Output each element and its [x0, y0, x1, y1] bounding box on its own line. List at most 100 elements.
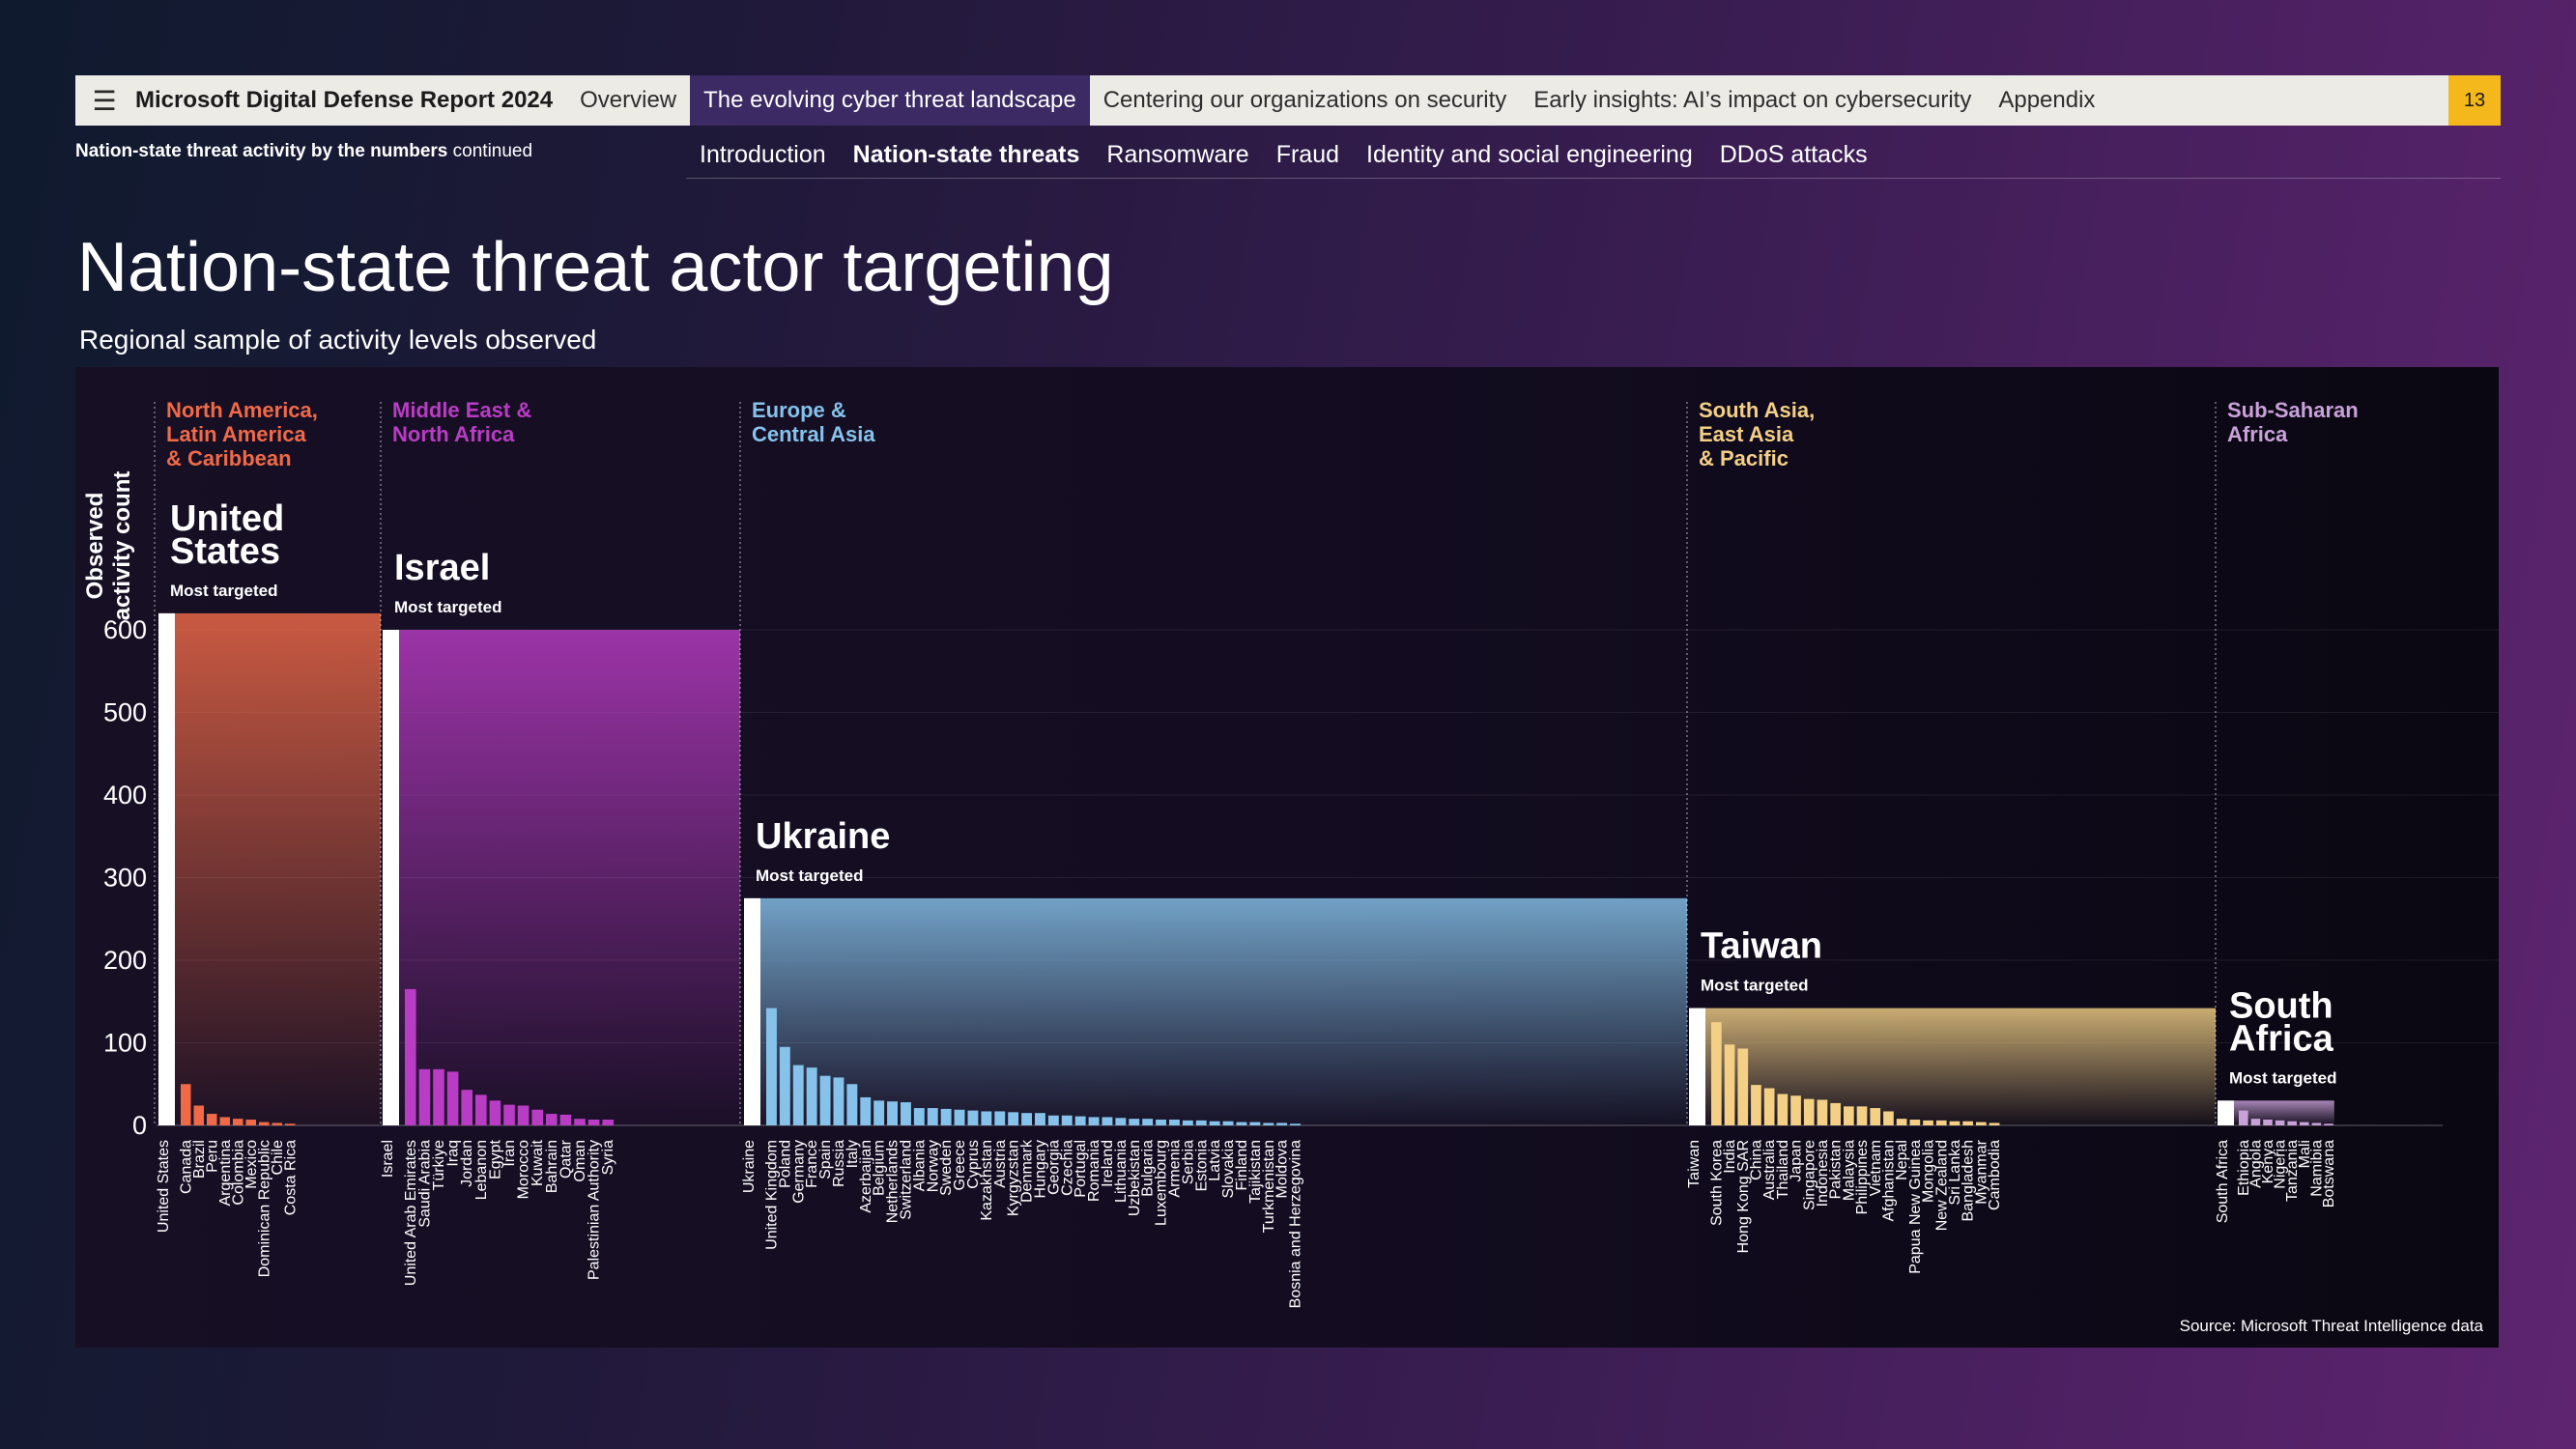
bar-new-zealand[interactable]	[1935, 1120, 1947, 1125]
subtab-ddos-attacks[interactable]: DDoS attacks	[1719, 140, 1868, 168]
bar-botswana[interactable]	[2324, 1123, 2333, 1125]
tab-cyber-threat-landscape[interactable]: The evolving cyber threat landscape	[690, 75, 1090, 126]
bar-iran[interactable]	[503, 1104, 515, 1125]
bar-united-states[interactable]	[158, 612, 175, 1125]
bar-canada[interactable]	[181, 1084, 191, 1125]
bar-azerbaijan[interactable]	[860, 1096, 872, 1125]
bar-south-africa[interactable]	[2218, 1100, 2234, 1125]
bar-thailand[interactable]	[1777, 1094, 1789, 1125]
bar-china[interactable]	[1751, 1085, 1761, 1125]
bar-t-rkiye[interactable]	[433, 1068, 444, 1125]
bar-costa-rica[interactable]	[285, 1123, 296, 1125]
report-title[interactable]: Microsoft Digital Defense Report 2024	[135, 87, 554, 113]
bar-mali[interactable]	[2300, 1122, 2309, 1125]
bar-malaysia[interactable]	[1844, 1106, 1854, 1125]
bar-mexico[interactable]	[245, 1120, 257, 1125]
bar-spain[interactable]	[819, 1075, 831, 1125]
bar-myanmar[interactable]	[1976, 1122, 1987, 1125]
bar-russia[interactable]	[833, 1077, 844, 1125]
bar-jordan[interactable]	[461, 1090, 472, 1125]
bar-iraq[interactable]	[446, 1071, 459, 1125]
bar-indonesia[interactable]	[1817, 1099, 1828, 1125]
bar-united-arab-emirates[interactable]	[405, 988, 416, 1125]
bar-united-kingdom[interactable]	[766, 1008, 777, 1125]
bar-cyprus[interactable]	[967, 1110, 979, 1125]
bar-bangladesh[interactable]	[1962, 1121, 1973, 1125]
bar-germany[interactable]	[792, 1065, 804, 1125]
subtab-ransomware[interactable]: Ransomware	[1106, 140, 1249, 168]
bar-belgium[interactable]	[873, 1100, 885, 1125]
bar-estonia[interactable]	[1195, 1120, 1207, 1125]
bar-saudi-arabia[interactable]	[418, 1068, 431, 1125]
bar-sweden[interactable]	[940, 1108, 952, 1125]
bar-argentina[interactable]	[219, 1117, 231, 1125]
subtab-nation-state-threats[interactable]: Nation-state threats	[852, 140, 1080, 168]
bar-nepal[interactable]	[1896, 1119, 1907, 1125]
bar-oman[interactable]	[574, 1119, 586, 1125]
bar-luxembourg[interactable]	[1156, 1120, 1166, 1125]
bar-sri-lanka[interactable]	[1949, 1121, 1961, 1125]
bar-greece[interactable]	[954, 1109, 965, 1125]
bar-morocco[interactable]	[517, 1105, 530, 1125]
bar-kenya[interactable]	[2263, 1120, 2273, 1125]
bar-albania[interactable]	[913, 1108, 925, 1125]
bar-uzbekistan[interactable]	[1129, 1119, 1140, 1125]
bar-angola[interactable]	[2250, 1119, 2261, 1125]
bar-namibia[interactable]	[2311, 1122, 2322, 1125]
bar-colombia[interactable]	[233, 1119, 243, 1125]
bar-pakistan[interactable]	[1830, 1102, 1841, 1125]
bar-ireland[interactable]	[1102, 1117, 1113, 1125]
bar-netherlands[interactable]	[887, 1101, 898, 1125]
bar-armenia[interactable]	[1169, 1120, 1180, 1125]
bar-singapore[interactable]	[1803, 1098, 1815, 1125]
bar-nigeria[interactable]	[2275, 1120, 2285, 1125]
hamburger-icon[interactable]: ☰	[92, 85, 117, 116]
bar-taiwan[interactable]	[1689, 1008, 1705, 1125]
bar-france[interactable]	[806, 1067, 817, 1125]
bar-india[interactable]	[1724, 1044, 1735, 1125]
bar-hong-kong-sar[interactable]	[1737, 1048, 1749, 1125]
bar-vietnam[interactable]	[1870, 1108, 1881, 1125]
bar-kyrgyzstan[interactable]	[1008, 1112, 1019, 1125]
tab-ai-impact[interactable]: Early insights: AI’s impact on cybersecu…	[1533, 87, 1972, 113]
bar-serbia[interactable]	[1182, 1120, 1193, 1125]
bar-syria[interactable]	[602, 1120, 614, 1125]
bar-slovakia[interactable]	[1222, 1121, 1234, 1125]
bar-georgia[interactable]	[1047, 1115, 1059, 1125]
subtab-fraud[interactable]: Fraud	[1275, 140, 1339, 168]
bar-lebanon[interactable]	[475, 1094, 487, 1125]
bar-latvia[interactable]	[1209, 1121, 1220, 1125]
bar-czechia[interactable]	[1061, 1115, 1073, 1125]
bar-switzerland[interactable]	[901, 1102, 911, 1125]
bar-tanzania[interactable]	[2287, 1121, 2297, 1125]
tab-centering-organizations[interactable]: Centering our organizations on security	[1102, 87, 1507, 113]
bar-chile[interactable]	[272, 1122, 283, 1125]
bar-kuwait[interactable]	[531, 1109, 543, 1125]
bar-peru[interactable]	[207, 1114, 217, 1125]
bar-romania[interactable]	[1088, 1117, 1100, 1125]
bar-qatar[interactable]	[559, 1114, 572, 1125]
bar-hungary[interactable]	[1035, 1113, 1045, 1125]
bar-papua-new-guinea[interactable]	[1909, 1120, 1921, 1125]
bar-brazil[interactable]	[193, 1105, 205, 1125]
bar-moldova[interactable]	[1276, 1122, 1288, 1125]
bar-mongolia[interactable]	[1923, 1120, 1933, 1125]
bar-norway[interactable]	[927, 1108, 938, 1125]
bar-egypt[interactable]	[489, 1100, 501, 1125]
bar-ethiopia[interactable]	[2239, 1110, 2248, 1125]
bar-ukraine[interactable]	[744, 897, 760, 1125]
bar-denmark[interactable]	[1021, 1113, 1032, 1125]
bar-dominican-republic[interactable]	[259, 1122, 270, 1125]
bar-finland[interactable]	[1236, 1122, 1247, 1125]
subtab-introduction[interactable]: Introduction	[700, 140, 826, 168]
tab-overview[interactable]: Overview	[580, 87, 677, 113]
bar-poland[interactable]	[779, 1046, 790, 1125]
bar-bulgaria[interactable]	[1142, 1119, 1154, 1125]
bar-turkmenistan[interactable]	[1263, 1122, 1274, 1125]
bar-afghanistan[interactable]	[1883, 1111, 1894, 1125]
bar-bosnia-and-herzegovina[interactable]	[1290, 1123, 1301, 1125]
bar-japan[interactable]	[1790, 1095, 1801, 1125]
bar-cambodia[interactable]	[1989, 1122, 2000, 1125]
bar-bahrain[interactable]	[546, 1114, 558, 1125]
bar-israel[interactable]	[383, 630, 399, 1125]
